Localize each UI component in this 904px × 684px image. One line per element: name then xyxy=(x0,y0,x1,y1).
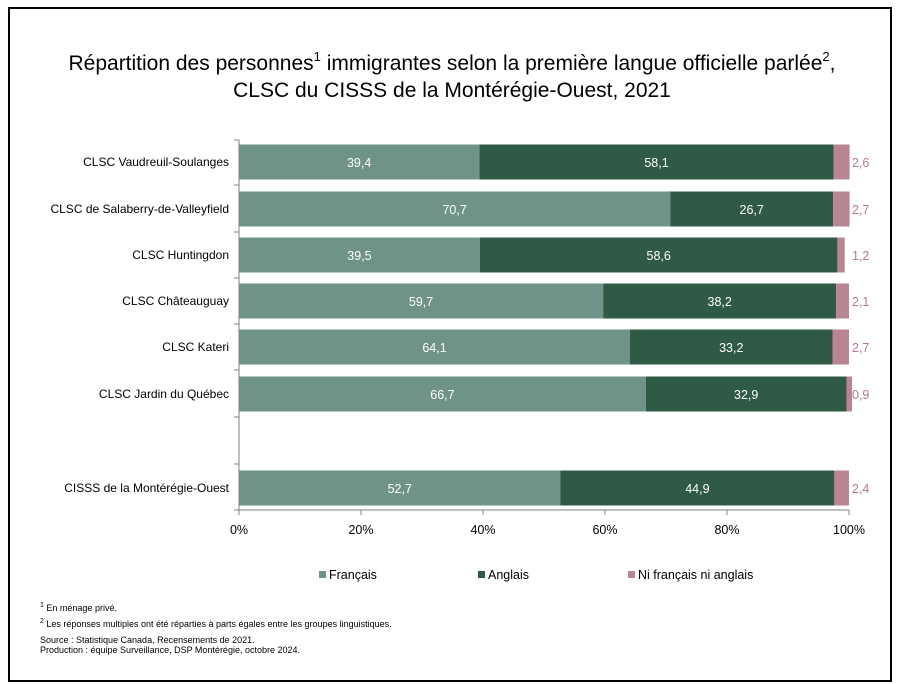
bar-segment xyxy=(560,470,835,506)
footnote-2-text: Les réponses multiples ont été réparties… xyxy=(43,619,392,629)
chart-title: Répartition des personnes1 immigrantes s… xyxy=(0,50,904,104)
bar-segment xyxy=(846,376,853,412)
data-label: 2,7 xyxy=(852,341,869,355)
bar-segment xyxy=(239,329,631,365)
footnote-1: 1 En ménage privé. xyxy=(40,602,392,613)
title-line-2: CLSC du CISSS de la Montérégie-Ouest, 20… xyxy=(233,79,671,102)
data-label: 58,6 xyxy=(647,249,671,263)
legend-swatch xyxy=(319,571,326,578)
bar-segment xyxy=(836,283,849,319)
category-label: CLSC Vaudreuil-Soulanges xyxy=(83,155,229,169)
bar-segment xyxy=(239,237,480,273)
bar-segment xyxy=(479,237,838,273)
data-label: 2,7 xyxy=(852,203,869,217)
data-label: 2,1 xyxy=(852,295,869,309)
bar-segment xyxy=(239,144,480,180)
data-label: 2,4 xyxy=(852,482,869,496)
data-label: 2,6 xyxy=(852,156,869,170)
legend-swatch xyxy=(478,571,485,578)
data-label: 0,9 xyxy=(852,388,869,402)
data-label: 33,2 xyxy=(719,341,743,355)
source-note: Source : Statistique Canada, Recensement… xyxy=(40,635,255,645)
category-label: CLSC Châteauguay xyxy=(122,294,229,308)
title-line-1: Répartition des personnes1 immigrantes s… xyxy=(0,50,904,77)
x-tick-label: 100% xyxy=(833,523,865,537)
bar-segment xyxy=(239,283,604,319)
data-label: 44,9 xyxy=(685,482,709,496)
data-label: 39,4 xyxy=(347,156,371,170)
data-label: 32,9 xyxy=(734,388,758,402)
x-tick-label: 40% xyxy=(470,523,495,537)
footnote-1-text: En ménage privé. xyxy=(43,603,117,613)
category-label: CISSS de la Montérégie-Ouest xyxy=(64,481,229,495)
category-label: CLSC Jardin du Québec xyxy=(99,387,229,401)
title-footnote-1: 1 xyxy=(313,49,321,64)
bar-segment xyxy=(645,376,847,412)
legend-label: Anglais xyxy=(488,568,529,582)
data-label: 1,2 xyxy=(852,249,869,263)
title-text-a: Répartition des personnes xyxy=(68,52,314,75)
bar-segment xyxy=(239,470,561,506)
production-note: Production : équipe Surveillance, DSP Mo… xyxy=(40,645,300,655)
legend-label: Français xyxy=(329,568,377,582)
bar-segment xyxy=(837,237,845,273)
x-tick-label: 0% xyxy=(230,523,248,537)
legend-label: Ni français ni anglais xyxy=(638,568,753,582)
footnote-2-marker: 2 xyxy=(40,618,44,625)
category-label: CLSC de Salaberry-de-Valleyfield xyxy=(50,202,229,216)
data-label: 64,1 xyxy=(422,341,446,355)
title-footnote-2: 2 xyxy=(822,49,830,64)
title-text-b: immigrantes selon la première langue off… xyxy=(320,52,823,75)
category-label: CLSC Huntingdon xyxy=(132,248,229,262)
bar-segment xyxy=(603,283,837,319)
data-label: 26,7 xyxy=(740,203,764,217)
data-label: 70,7 xyxy=(442,203,466,217)
data-label: 58,1 xyxy=(644,156,668,170)
bar-segment xyxy=(239,191,671,227)
data-label: 66,7 xyxy=(430,388,454,402)
x-tick-label: 80% xyxy=(714,523,739,537)
data-label: 39,5 xyxy=(347,249,371,263)
title-text-c: , xyxy=(829,52,836,75)
data-label: 38,2 xyxy=(708,295,732,309)
footnote-1-marker: 1 xyxy=(40,602,44,609)
bar-segment xyxy=(833,144,850,180)
category-label: CLSC Kateri xyxy=(162,340,229,354)
bar-segment xyxy=(833,191,850,227)
bar-segment xyxy=(239,376,646,412)
data-label: 59,7 xyxy=(409,295,433,309)
data-label: 52,7 xyxy=(388,482,412,496)
bar-segment xyxy=(479,144,834,180)
bar-segment xyxy=(630,329,833,365)
x-tick-label: 60% xyxy=(592,523,617,537)
x-tick-label: 20% xyxy=(348,523,373,537)
footnote-2: 2 Les réponses multiples ont été réparti… xyxy=(40,618,392,629)
footnotes: 1 En ménage privé. 2 Les réponses multip… xyxy=(40,602,392,655)
bar-segment xyxy=(670,191,834,227)
legend-swatch xyxy=(628,571,635,578)
bar-segment xyxy=(832,329,849,365)
bar-segment xyxy=(834,470,849,506)
